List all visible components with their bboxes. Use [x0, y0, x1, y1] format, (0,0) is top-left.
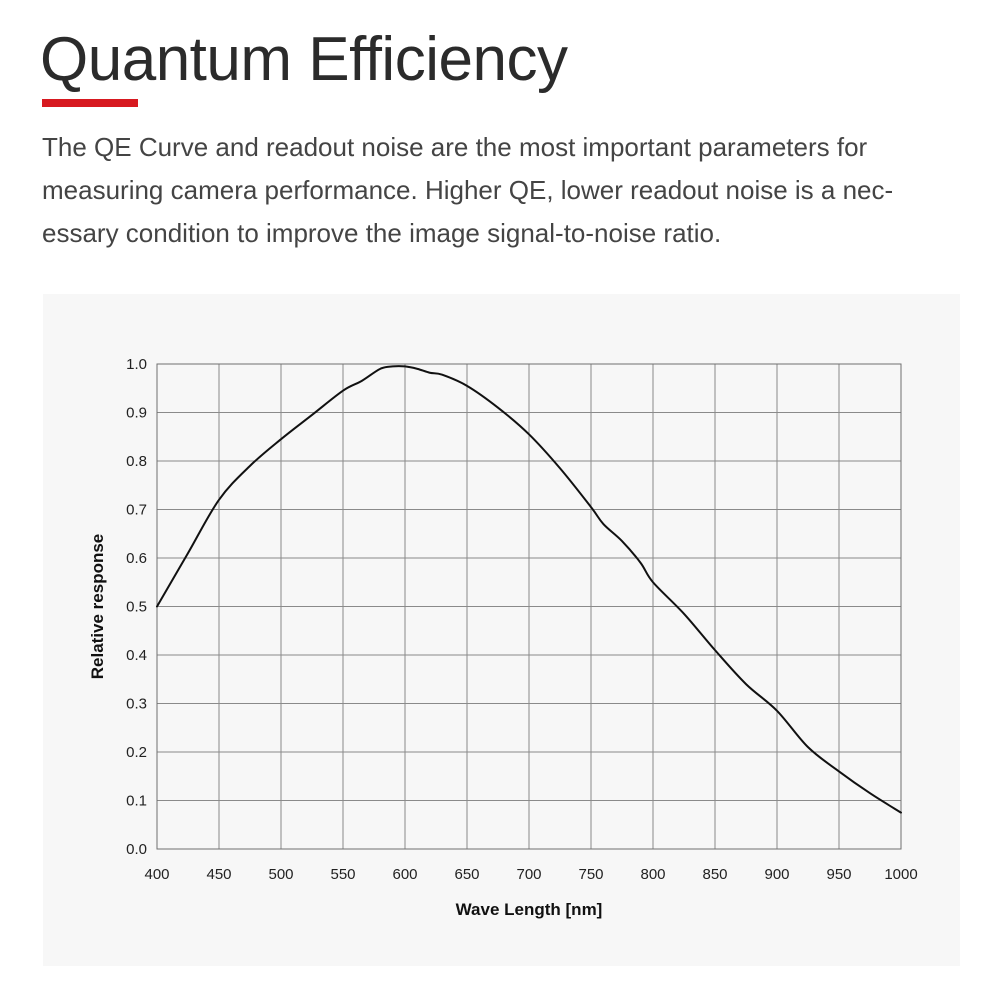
x-tick-label: 750 — [578, 866, 603, 883]
x-tick-label: 450 — [206, 866, 231, 883]
x-tick-label: 600 — [392, 866, 417, 883]
y-tick-label: 0.5 — [126, 599, 147, 616]
y-tick-label: 0.3 — [126, 696, 147, 713]
chart-labels: 400 450 500 550 600 650 700 750 800 850 900 950 1000… — [88, 356, 918, 919]
y-tick-label: 0.9 — [126, 405, 147, 422]
x-axis-title: Wave Length [nm] — [456, 900, 603, 919]
y-tick-label: 0.0 — [126, 841, 147, 858]
x-tick-label: 500 — [268, 866, 293, 883]
page-title: Quantum Efficiency — [40, 25, 568, 94]
x-tick-label: 400 — [144, 866, 169, 883]
qe-chart: 400 450 500 550 600 650 700 750 800 850 900 950 1000… — [88, 356, 918, 919]
y-tick-label: 0.8 — [126, 453, 147, 470]
chart-curve — [156, 365, 902, 814]
y-tick-label: 0.1 — [126, 793, 147, 810]
chart-panel: 400 450 500 550 600 650 700 750 800 850 900 950 1000… — [43, 294, 960, 966]
intro-paragraph: The QE Curve and readout noise are the m… — [42, 132, 894, 248]
x-tick-label: 700 — [516, 866, 541, 883]
y-axis-title: Relative response — [88, 534, 107, 680]
x-tick-label: 1000 — [884, 866, 917, 883]
x-tick-label: 950 — [826, 866, 851, 883]
y-tick-label: 1.0 — [126, 356, 147, 373]
x-tick-label: 850 — [702, 866, 727, 883]
y-tick-label: 0.4 — [126, 647, 147, 664]
x-tick-label: 800 — [640, 866, 665, 883]
x-tick-label: 550 — [330, 866, 355, 883]
qe-series-line — [156, 365, 902, 814]
chart-grid — [156, 363, 902, 850]
y-tick-label: 0.6 — [126, 550, 147, 567]
x-tick-label: 650 — [454, 866, 479, 883]
x-tick-label: 900 — [764, 866, 789, 883]
title-underline — [42, 99, 138, 107]
y-tick-label: 0.2 — [126, 744, 147, 761]
y-tick-label: 0.7 — [126, 502, 147, 519]
